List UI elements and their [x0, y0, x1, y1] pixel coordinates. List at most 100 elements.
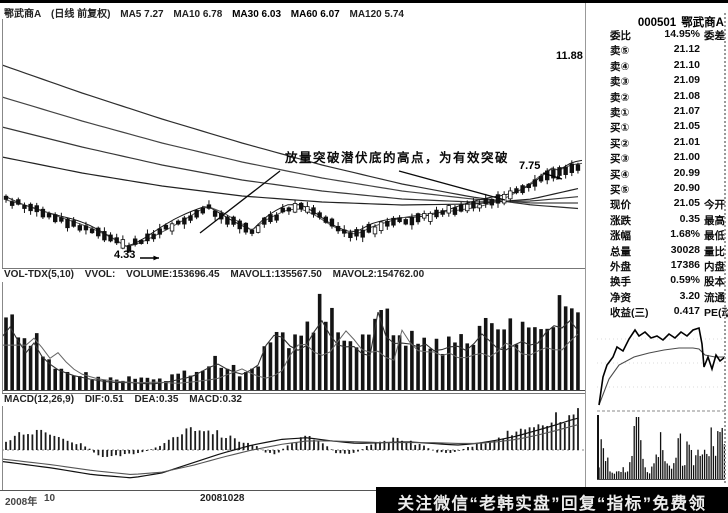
quote-row-value: 20.99	[673, 166, 700, 179]
macd-value: MACD:0.32	[189, 394, 242, 405]
quote-row: 收益(三) 0.417 PE(动)	[610, 305, 728, 320]
pane-divider	[2, 268, 586, 269]
macd-pane[interactable]	[2, 406, 586, 490]
quote-row-value: 0.35	[679, 212, 700, 225]
pane-divider	[2, 393, 586, 394]
quote-row-value: 21.07	[673, 105, 700, 117]
quote-row: 买① 21.05	[610, 120, 728, 135]
quote-row: 净资 3.20 流通	[610, 290, 728, 305]
quote-row-value: 21.00	[673, 151, 700, 164]
quote-row-value: 21.09	[673, 74, 700, 87]
quote-row-label: 总量	[610, 245, 631, 258]
axis-year-label: 2008年	[5, 497, 38, 508]
time-axis-line	[0, 490, 586, 491]
quote-row: 买③ 21.00	[610, 151, 728, 166]
low-price-label: 4.33	[114, 249, 136, 261]
quote-row-value: 21.08	[673, 89, 700, 102]
quote-row-value: 30028	[670, 243, 700, 256]
quote-row: 卖③ 21.09	[610, 74, 728, 89]
quote-row-label: 委比	[610, 30, 631, 42]
axis-month-label: 10	[44, 493, 56, 504]
macd-header: MACD(12,26,9) DIF:0.51 DEA:0.35 MACD:0.3…	[4, 394, 250, 405]
quote-row-label: 卖②	[610, 91, 630, 104]
quote-panel: 000501 鄂武商A 委比 14.95% 委差卖⑤ 21.12 卖④ 21.10 卖③ 21.…	[586, 3, 728, 513]
ma5-value: MA5 7.27	[120, 9, 164, 20]
quote-row-value: 20.90	[673, 182, 700, 194]
quote-row-label: 买⑤	[610, 184, 630, 196]
quote-row-value: 14.95%	[664, 28, 700, 40]
dea-value: DEA:0.35	[134, 394, 179, 405]
quote-row-extra-label: 最低	[704, 230, 725, 243]
quote-row: 买⑤ 20.90	[610, 182, 728, 197]
quote-row-label: 净资	[610, 291, 631, 304]
quote-row-value: 3.20	[679, 289, 700, 302]
scrollbar[interactable]	[724, 13, 726, 483]
quote-row-extra-label: 内盘	[704, 261, 725, 273]
quote-row-label: 卖⑤	[610, 45, 630, 58]
intraday-chart[interactable]	[589, 319, 725, 486]
volume-value: VOLUME:153696.45	[126, 269, 220, 280]
intraday-mini-chart[interactable]	[589, 319, 725, 486]
quote-row-value: 21.10	[673, 58, 700, 71]
macd-chart[interactable]	[2, 406, 586, 490]
quote-row-label: 买③	[610, 153, 630, 166]
quote-row: 涨幅 1.68% 最低	[610, 228, 728, 243]
quote-row-value: 0.59%	[670, 274, 700, 287]
kline-header: 鄂武商A (日线 前复权) MA5 7.27 MA10 6.78 MA30 6.…	[4, 5, 411, 20]
dif-value: DIF:0.51	[84, 394, 124, 405]
quote-row-extra-label: PE(动)	[704, 307, 728, 320]
peak-price-label: 7.75	[519, 160, 541, 172]
quote-row-value: 21.05	[673, 197, 700, 210]
quote-row: 换手 0.59% 股本	[610, 274, 728, 289]
quote-row-extra-label: 最高	[704, 214, 725, 227]
quote-row-value: 0.417	[673, 305, 700, 318]
breakout-annotation: 放量突破潜伏底的高点，为有效突破	[285, 151, 510, 165]
quote-row-value: 21.12	[673, 43, 700, 56]
quote-row: 买④ 20.99	[610, 167, 728, 182]
volume-chart[interactable]	[2, 282, 586, 393]
quote-row-extra-label: 委差	[704, 30, 725, 42]
quote-row-extra-label: 股本	[704, 276, 725, 289]
volume-header: VOL-TDX(5,10) VVOL: VOLUME:153696.45 MAV…	[4, 269, 432, 280]
ma30-value: MA30 6.03	[232, 9, 282, 20]
stock-title: 鄂武商A	[4, 9, 42, 20]
quote-row-extra-label: 流通	[704, 291, 725, 304]
period-label: (日线 前复权)	[51, 9, 111, 20]
quote-row-label: 涨跌	[610, 214, 631, 227]
quote-row-extra-label: 量比	[704, 245, 725, 258]
quote-row-label: 收益(三)	[610, 307, 649, 320]
quote-row: 买② 21.01	[610, 136, 728, 151]
ma120-value: MA120 5.74	[349, 9, 404, 20]
quote-row-value: 1.68%	[670, 228, 700, 241]
ma60-value: MA60 6.07	[290, 9, 340, 20]
axis-date-label: 20081028	[200, 493, 245, 504]
quote-title: 000501 鄂武商A	[638, 14, 724, 30]
panel-divider	[585, 3, 586, 490]
main-chart-pane[interactable]: 放量突破潜伏底的高点，为有效突破 11.88 7.75 4.33	[2, 19, 586, 268]
quote-row: 卖② 21.08	[610, 90, 728, 105]
quote-row: 现价 21.05 今开	[610, 197, 728, 212]
watermark-text: 关注微信“老韩实盘”回复“指标”免费领	[397, 494, 707, 513]
quote-row-label: 买①	[610, 122, 630, 135]
quote-row-label: 买④	[610, 168, 630, 181]
quote-row: 委比 14.95% 委差	[610, 28, 728, 43]
quote-row-label: 卖④	[610, 60, 630, 73]
quote-row-label: 外盘	[610, 261, 631, 273]
stock-name: 鄂武商A	[681, 17, 724, 29]
vvol-label: VVOL:	[84, 269, 116, 280]
quote-row-extra-label: 今开	[704, 199, 725, 212]
quote-row: 卖④ 21.10	[610, 59, 728, 74]
quote-row-label: 卖①	[610, 107, 630, 119]
vol-indicator-label: VOL-TDX(5,10)	[4, 269, 75, 280]
candlestick-chart[interactable]	[2, 19, 586, 268]
quote-row-label: 换手	[610, 276, 631, 289]
quote-row: 涨跌 0.35 最高	[610, 213, 728, 228]
quote-row-value: 21.05	[673, 120, 700, 133]
quote-row-label: 涨幅	[610, 230, 631, 243]
quote-row: 外盘 17386 内盘	[610, 259, 728, 274]
price-scale-label: 11.88	[556, 50, 583, 62]
volume-pane[interactable]	[2, 282, 586, 393]
quote-row: 卖① 21.07	[610, 105, 728, 120]
quote-row: 总量 30028 量比	[610, 244, 728, 259]
